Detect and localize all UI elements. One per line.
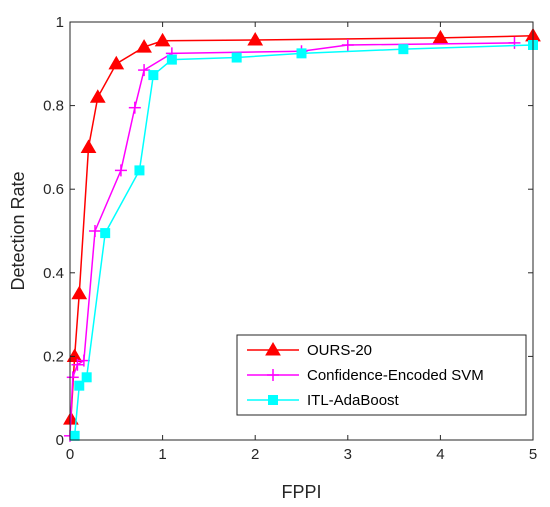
y-tick-label-2: 0.4 xyxy=(43,265,64,282)
series-0-point-8 xyxy=(247,31,264,46)
series-1-point-7 xyxy=(138,64,151,77)
series-0-point-3 xyxy=(80,139,97,153)
x-tick-label-0: 0 xyxy=(66,446,74,463)
series-2-point-9 xyxy=(398,44,409,55)
series-0 xyxy=(63,27,541,425)
y-tick-label-0: 0 xyxy=(56,432,64,449)
x-tick-label-2: 2 xyxy=(251,446,259,463)
series-2-point-2 xyxy=(81,372,92,383)
x-tick-label-5: 5 xyxy=(529,446,537,463)
legend-marker-0 xyxy=(265,342,281,356)
series-2-point-3 xyxy=(100,228,111,239)
y-tick-label-3: 0.6 xyxy=(43,181,64,198)
y-tick-label-5: 1 xyxy=(56,14,64,31)
series-2-point-8 xyxy=(296,48,307,59)
series-2-point-0 xyxy=(69,430,80,441)
series-0-point-2 xyxy=(71,285,88,300)
x-tick-label-1: 1 xyxy=(158,446,166,463)
legend-item-2: ITL-AdaBoost xyxy=(247,392,400,409)
series-1-point-4 xyxy=(89,225,102,237)
x-tick-label-3: 3 xyxy=(344,446,352,463)
y-tick-label-4: 0.8 xyxy=(43,98,64,115)
series-1-point-6 xyxy=(128,101,141,114)
series-0-point-4 xyxy=(89,89,106,103)
legend-marker-2 xyxy=(268,395,278,405)
series-1-point-1 xyxy=(66,371,79,384)
series-2 xyxy=(69,39,538,441)
series-0-point-1 xyxy=(66,348,83,362)
series-2-point-1 xyxy=(74,380,85,391)
legend-marker-1 xyxy=(267,369,279,381)
legend-label-0: OURS-20 xyxy=(307,342,372,359)
series-2-point-4 xyxy=(134,165,145,176)
series-2-point-7 xyxy=(231,52,242,63)
x-tick-label-4: 4 xyxy=(436,446,444,463)
series-2-point-6 xyxy=(166,54,177,65)
series-0-point-9 xyxy=(432,29,449,44)
legend: OURS-20 Confidence-Encoded SVM ITL-AdaBoos… xyxy=(236,334,527,416)
series-1-point-5 xyxy=(114,164,127,177)
y-axis-label: Detection Rate xyxy=(8,171,28,290)
legend-item-0: OURS-20 xyxy=(247,342,372,359)
series-1-point-11 xyxy=(508,36,521,49)
series-layer xyxy=(63,27,541,442)
legend-item-1: Confidence-Encoded SVM xyxy=(247,367,484,384)
series-1-point-10 xyxy=(341,38,354,51)
series-0-point-6 xyxy=(136,39,152,53)
x-axis-label: FPPI xyxy=(281,482,321,502)
series-1-point-2 xyxy=(71,358,84,371)
series-line-1 xyxy=(69,42,515,436)
series-0-point-7 xyxy=(154,32,171,47)
plot-frame xyxy=(69,21,534,441)
axes-layer: 0 1 2 3 4 5 0 0.2 0.4 0.6 0.8 1 xyxy=(43,14,537,463)
series-0-point-5 xyxy=(108,55,125,70)
legend-label-2: ITL-AdaBoost xyxy=(307,392,400,409)
series-1-point-3 xyxy=(77,354,90,367)
legend-label-1: Confidence-Encoded SVM xyxy=(307,367,484,384)
y-tick-label-1: 0.2 xyxy=(43,348,64,365)
series-2-point-5 xyxy=(148,70,159,81)
